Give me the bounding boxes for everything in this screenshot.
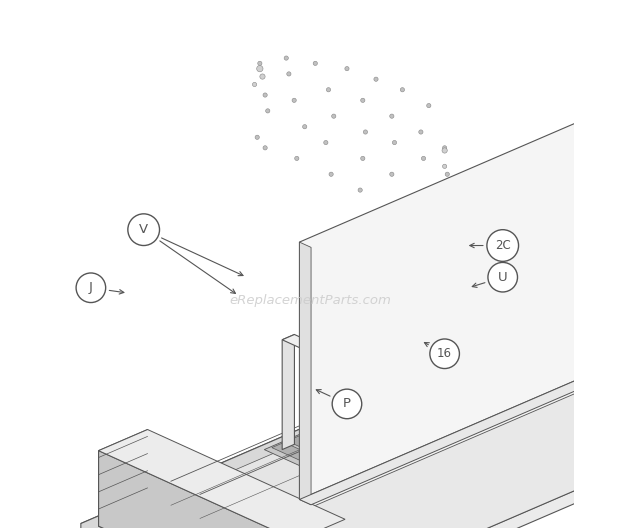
Circle shape bbox=[430, 339, 459, 369]
Circle shape bbox=[443, 164, 447, 168]
Circle shape bbox=[332, 114, 336, 118]
Circle shape bbox=[401, 88, 404, 92]
Polygon shape bbox=[349, 376, 588, 482]
Text: eReplacementParts.com: eReplacementParts.com bbox=[229, 295, 391, 307]
Circle shape bbox=[287, 72, 291, 76]
Circle shape bbox=[258, 61, 262, 65]
Circle shape bbox=[292, 98, 296, 102]
Text: V: V bbox=[139, 223, 148, 236]
Circle shape bbox=[390, 172, 394, 176]
Polygon shape bbox=[272, 442, 312, 460]
Polygon shape bbox=[441, 265, 620, 357]
Circle shape bbox=[265, 109, 270, 113]
Polygon shape bbox=[81, 383, 479, 528]
Polygon shape bbox=[99, 451, 296, 528]
Circle shape bbox=[324, 140, 328, 145]
Polygon shape bbox=[282, 335, 483, 426]
Circle shape bbox=[284, 56, 288, 60]
Polygon shape bbox=[81, 352, 479, 528]
Text: 16: 16 bbox=[437, 347, 452, 360]
Circle shape bbox=[422, 156, 426, 161]
Circle shape bbox=[313, 61, 317, 65]
Circle shape bbox=[252, 82, 257, 87]
Polygon shape bbox=[299, 83, 620, 499]
Circle shape bbox=[128, 214, 159, 246]
Text: P: P bbox=[343, 398, 351, 410]
Circle shape bbox=[76, 273, 105, 303]
Circle shape bbox=[487, 230, 518, 261]
Circle shape bbox=[363, 130, 368, 134]
Circle shape bbox=[263, 93, 267, 97]
Polygon shape bbox=[151, 374, 620, 528]
Polygon shape bbox=[287, 435, 330, 454]
Circle shape bbox=[294, 156, 299, 161]
Polygon shape bbox=[99, 429, 148, 526]
Circle shape bbox=[303, 125, 307, 129]
Circle shape bbox=[345, 67, 349, 71]
Polygon shape bbox=[299, 341, 620, 506]
Polygon shape bbox=[299, 242, 311, 505]
Circle shape bbox=[427, 103, 431, 108]
Circle shape bbox=[361, 156, 365, 161]
Polygon shape bbox=[81, 352, 620, 528]
Circle shape bbox=[260, 74, 265, 79]
Circle shape bbox=[255, 135, 259, 139]
Polygon shape bbox=[299, 341, 620, 505]
Circle shape bbox=[329, 172, 333, 176]
Polygon shape bbox=[479, 383, 620, 492]
Circle shape bbox=[488, 262, 518, 292]
Text: J: J bbox=[89, 281, 93, 294]
Polygon shape bbox=[99, 505, 345, 528]
Circle shape bbox=[418, 130, 423, 134]
Circle shape bbox=[392, 140, 397, 145]
Text: 2C: 2C bbox=[495, 239, 511, 252]
Circle shape bbox=[390, 114, 394, 118]
Circle shape bbox=[326, 88, 330, 92]
Circle shape bbox=[443, 146, 447, 150]
Circle shape bbox=[361, 98, 365, 102]
Circle shape bbox=[257, 65, 263, 72]
Polygon shape bbox=[463, 255, 478, 372]
Circle shape bbox=[263, 146, 267, 150]
Circle shape bbox=[442, 148, 447, 153]
Circle shape bbox=[445, 172, 450, 176]
Circle shape bbox=[374, 77, 378, 81]
Circle shape bbox=[358, 188, 362, 192]
Polygon shape bbox=[299, 341, 620, 528]
Polygon shape bbox=[282, 335, 294, 449]
Polygon shape bbox=[373, 386, 570, 473]
Polygon shape bbox=[479, 352, 620, 482]
Polygon shape bbox=[264, 431, 345, 467]
Text: U: U bbox=[498, 271, 508, 284]
Circle shape bbox=[332, 389, 361, 419]
Polygon shape bbox=[99, 429, 345, 528]
Polygon shape bbox=[441, 265, 457, 381]
